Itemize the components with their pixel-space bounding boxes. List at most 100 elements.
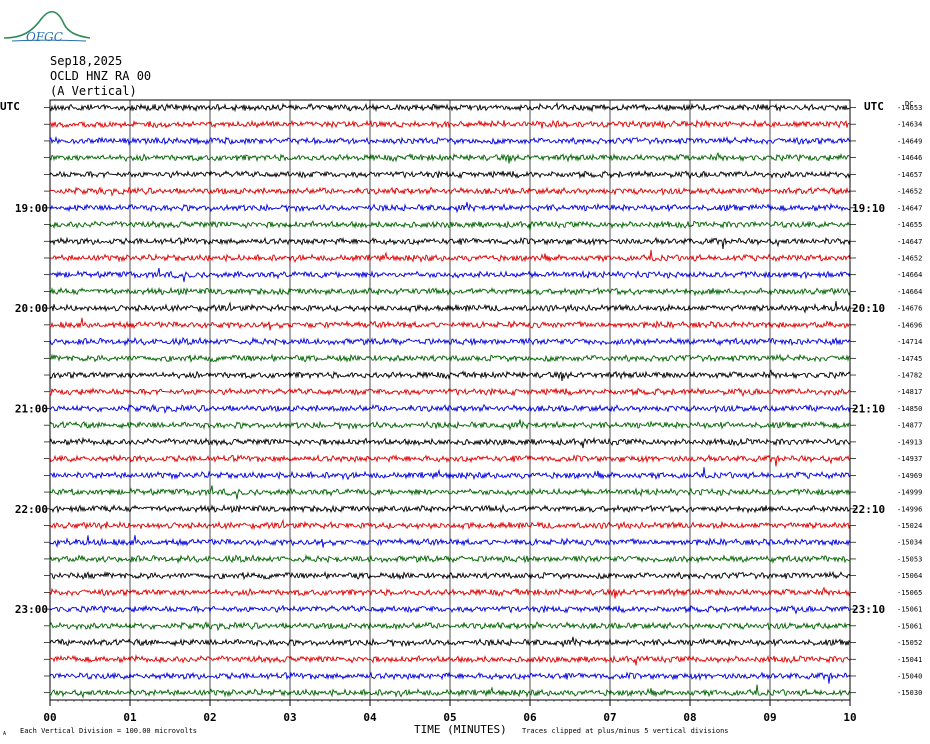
trace-line	[49, 169, 851, 181]
dc-offset-label: -15052	[897, 639, 922, 647]
trace-line	[49, 220, 851, 231]
trace-line	[49, 186, 851, 197]
dc-offset-label: -14647	[897, 238, 922, 246]
trace-line	[49, 119, 851, 130]
dc-offset-label: -15040	[897, 672, 922, 680]
dc-offset-label: -15034	[897, 539, 922, 547]
trace-line	[49, 135, 851, 146]
corner-mark: A	[3, 731, 6, 737]
trace-line	[49, 535, 851, 548]
ofgc-logo: OFGC	[2, 4, 92, 50]
trace-line	[49, 586, 851, 599]
x-tick-label: 09	[763, 711, 776, 724]
x-tick-label: 08	[683, 711, 696, 724]
trace-line	[49, 369, 851, 382]
dc-offset-label: -14937	[897, 455, 922, 463]
trace-line	[49, 671, 851, 684]
trace-line	[49, 236, 851, 250]
right-time-label: 19:10	[852, 202, 885, 215]
trace-line	[49, 419, 851, 431]
x-tick-label: 01	[123, 711, 137, 724]
trace-line	[49, 436, 851, 449]
trace-line	[49, 636, 851, 648]
dc-offset-label: -15053	[897, 555, 922, 563]
right-time-label: 22:10	[852, 503, 885, 516]
trace-line	[49, 387, 851, 398]
logo-text: OFGC	[26, 30, 63, 44]
trace-line	[49, 202, 851, 214]
clip-note: Traces clipped at plus/minus 5 vertical …	[522, 727, 729, 735]
x-tick-label: 10	[843, 711, 856, 724]
trace-line	[49, 654, 851, 666]
dc-offset-label: -14653	[897, 104, 922, 112]
right-time-label: 21:10	[852, 402, 885, 415]
dc-offset-label: -14647	[897, 204, 922, 212]
trace-line	[49, 554, 851, 565]
right-utc-label: UTC	[864, 100, 884, 113]
right-time-label: 23:10	[852, 603, 885, 616]
trace-line	[49, 570, 851, 581]
left-time-label: 19:00	[15, 202, 48, 215]
dc-offset-label: -14817	[897, 388, 922, 396]
trace-line	[49, 684, 851, 699]
trace-line	[49, 301, 851, 314]
trace-line	[49, 249, 851, 264]
left-time-label: 22:00	[15, 503, 48, 516]
dc-offset-label: -14655	[897, 221, 922, 229]
trace-line	[49, 467, 851, 481]
dc-offset-label: -15061	[897, 622, 922, 630]
grid	[44, 99, 856, 706]
trace-line	[49, 101, 851, 113]
dc-offset-label: -15061	[897, 606, 922, 614]
dc-offset-label: -15041	[897, 656, 922, 664]
x-tick-label: 07	[603, 711, 616, 724]
dc-offset-label: -14652	[897, 254, 922, 262]
traces	[49, 101, 851, 699]
scale-note: Each Vertical Division = 100.00 microvol…	[20, 727, 197, 735]
dc-offset-label: -14782	[897, 372, 922, 380]
trace-line	[49, 503, 851, 514]
dc-offset-label: -14969	[897, 472, 922, 480]
trace-line	[49, 604, 851, 615]
dc-offset-label: -14652	[897, 188, 922, 196]
date-label: Sep18,2025	[50, 54, 123, 68]
dc-offset-label: -14714	[897, 338, 922, 346]
dc-offset-label: -14913	[897, 438, 922, 446]
dc-offset-label: -14676	[897, 305, 922, 313]
trace-line	[49, 151, 850, 164]
trace-line	[49, 485, 851, 500]
left-time-label: 21:00	[15, 402, 48, 415]
x-tick-label: 03	[283, 711, 296, 724]
x-tick-label: 05	[443, 711, 456, 724]
dc-offset-label: -14999	[897, 489, 922, 497]
dc-offset-label: -14996	[897, 505, 922, 513]
trace-line	[49, 518, 851, 531]
dc-offset-label: -14646	[897, 154, 922, 162]
dc-offset-label: -14649	[897, 137, 922, 145]
x-tick-label: 04	[363, 711, 377, 724]
station-label: OCLD HNZ RA 00	[50, 69, 152, 83]
trace-line	[49, 621, 851, 632]
trace-line	[49, 453, 851, 467]
dc-offset-label: -15064	[897, 572, 922, 580]
dc-offset-label: -14664	[897, 288, 922, 296]
left-time-label: 23:00	[15, 603, 48, 616]
x-tick-label: 02	[203, 711, 216, 724]
trace-line	[49, 403, 851, 415]
left-time-label: 20:00	[15, 302, 48, 315]
dc-offset-label: -14877	[897, 422, 922, 430]
dc-offset-label: -15065	[897, 589, 922, 597]
dc-offset-label: -14696	[897, 321, 922, 329]
left-utc-label: UTC	[0, 100, 20, 113]
right-time-label: 20:10	[852, 302, 885, 315]
x-tick-label: 06	[523, 711, 537, 724]
trace-line	[49, 317, 851, 331]
dc-offset-label: -14657	[897, 171, 922, 179]
trace-line	[49, 353, 851, 363]
dc-offset-label: -14745	[897, 355, 922, 363]
x-axis-title: TIME (MINUTES)	[414, 723, 507, 736]
trace-line	[49, 336, 851, 347]
x-tick-label: 00	[43, 711, 56, 724]
component-label: (A Vertical)	[50, 84, 137, 98]
